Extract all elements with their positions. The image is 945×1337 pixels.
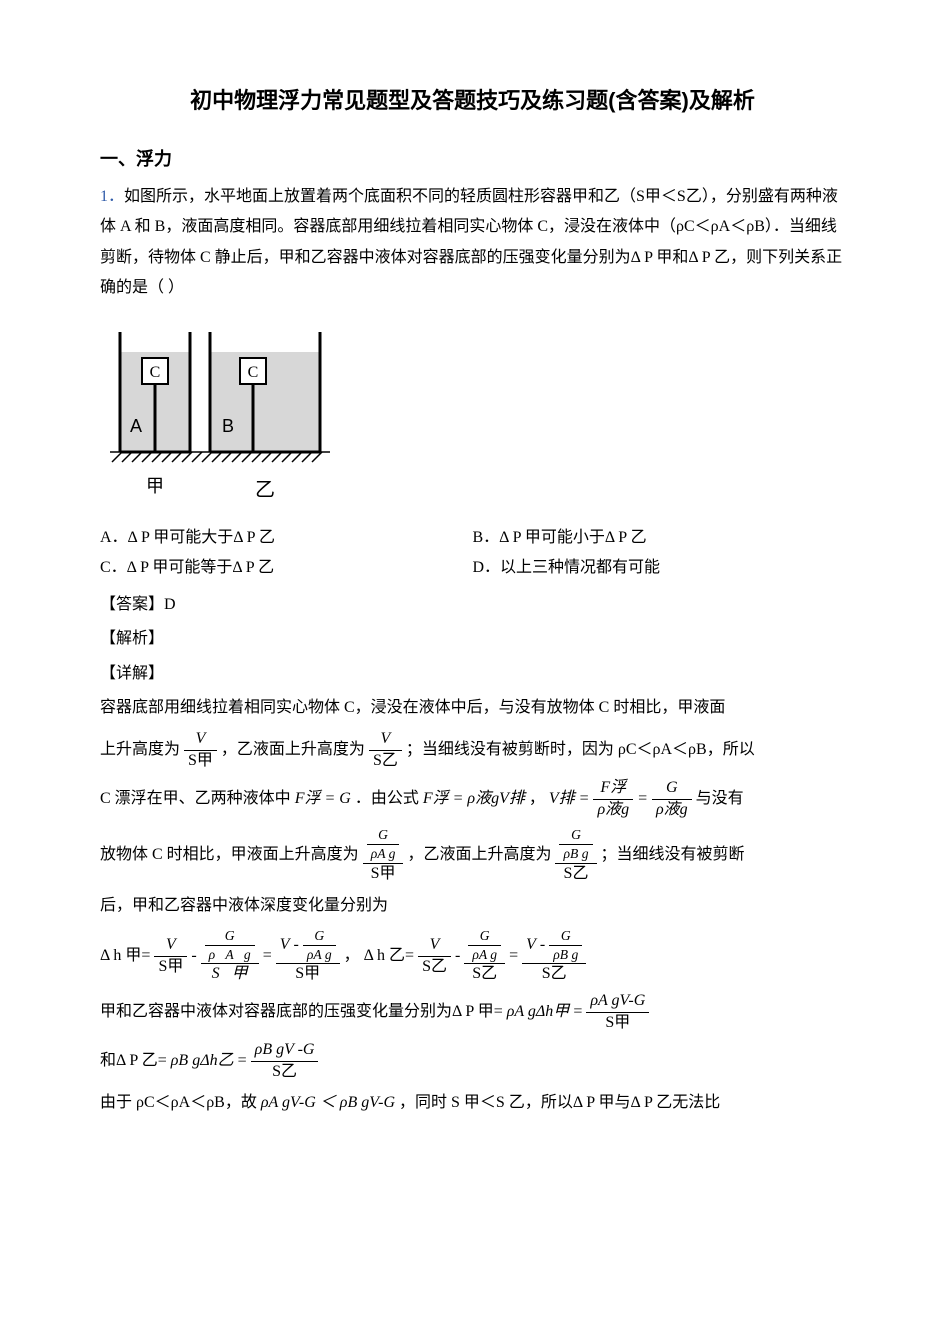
eq-frhov: F浮 = ρ液gV排 — [423, 790, 525, 807]
eq-fg: F浮 = G — [295, 790, 351, 807]
rhoagdh: ρA gΔh甲 — [507, 1003, 570, 1020]
dh-jia: Δ h 甲= — [100, 947, 150, 964]
analysis-label: 【解析】 — [100, 624, 845, 654]
expl-p3-mid2: ， — [529, 790, 545, 807]
liquid-a-label: A — [130, 416, 142, 436]
expl-p3-post: 与没有 — [696, 790, 744, 807]
expl-p4-mid: ，乙液面上升高度为 — [407, 846, 551, 863]
frac-dh1: VS甲 — [154, 935, 187, 978]
expl-p1: 容器底部用细线拉着相同实心物体 C，浸没在液体中后，与没有放物体 C 时相比，甲… — [100, 693, 845, 723]
expl-p7-pre: 和Δ P 乙= — [100, 1052, 167, 1069]
expl-p3-pre: C 漂浮在甲、乙两种液体中 — [100, 790, 291, 807]
block-c-label-1: C — [150, 364, 161, 381]
answer-value: D — [164, 596, 176, 613]
frac-nested-b: GρB g S乙 — [555, 826, 596, 884]
expl-p3: C 漂浮在甲、乙两种液体中 F浮 = G ．由公式 F浮 = ρ液gV排 ， V… — [100, 778, 845, 821]
expl-p4: 放物体 C 时相比，甲液面上升高度为 GρA g S甲 ，乙液面上升高度为 Gρ… — [100, 826, 845, 884]
frac-dh2: Gρ A g S 甲 — [201, 927, 259, 985]
expl-p6-text: 甲和乙容器中液体对容器底部的压强变化量分别为Δ P 甲= — [100, 1003, 503, 1020]
block-c-label-2: C — [248, 364, 259, 381]
frac-f-rho: F浮ρ液g — [593, 778, 633, 821]
frac-dh5: GρA g S乙 — [464, 927, 505, 985]
question-body: 如图所示，水平地面上放置着两个底面积不同的轻质圆柱形容器甲和乙（S甲＜S乙），分… — [100, 188, 842, 296]
expl-p4-pre: 放物体 C 时相比，甲液面上升高度为 — [100, 846, 359, 863]
expl-p5: 后，甲和乙容器中液体深度变化量分别为 — [100, 891, 845, 921]
expl-p2-mid: ，乙液面上升高度为 — [221, 741, 365, 758]
delta-h-eq: Δ h 甲= VS甲 - Gρ A g S 甲 = V - GρA g S甲 ，… — [100, 927, 845, 985]
expl-p2: 上升高度为 VS甲 ，乙液面上升高度为 VS乙 ；当细线没有被剪断时，因为 ρC… — [100, 729, 845, 772]
frac-v-sjia: VS甲 — [184, 729, 217, 772]
question-text: 1．如图所示，水平地面上放置着两个底面积不同的轻质圆柱形容器甲和乙（S甲＜S乙）… — [100, 182, 845, 304]
figure-containers: C A C B 甲 乙 — [100, 322, 845, 513]
frac-g-rho: Gρ液g — [652, 778, 692, 821]
page-title: 初中物理浮力常见题型及答题技巧及练习题(含答案)及解析 — [100, 80, 845, 122]
expl-p3-mid1: ．由公式 — [355, 790, 419, 807]
frac-nested-a: GρA g S甲 — [363, 826, 404, 884]
choice-list: A．Δ P 甲可能大于Δ P 乙 B．Δ P 甲可能小于Δ P 乙 C．Δ P … — [100, 523, 845, 584]
frac-dh6: V - GρB g S乙 — [522, 927, 586, 985]
expl-p8: 由于 ρC＜ρA＜ρB，故 ρA gV-G ＜ ρB gV-G ，同时 S 甲＜… — [100, 1088, 845, 1118]
frac-dp-jia: ρA gV-GS甲 — [586, 991, 649, 1034]
expl-p8-pre: 由于 ρC＜ρA＜ρB，故 — [100, 1094, 257, 1111]
choice-c: C．Δ P 甲可能等于Δ P 乙 — [100, 553, 473, 583]
expl-p2-pre: 上升高度为 — [100, 741, 180, 758]
choice-d: D．以上三种情况都有可能 — [473, 553, 846, 583]
expl-p2-post: ；当细线没有被剪断时，因为 ρC＜ρA＜ρB，所以 — [406, 741, 755, 758]
question-number: 1． — [100, 188, 124, 205]
expl-p8-mid: ，同时 S 甲＜S 乙，所以Δ P 甲与Δ P 乙无法比 — [399, 1094, 720, 1111]
rhobgdh: ρB gΔh乙 — [171, 1052, 234, 1069]
section-heading: 一、浮力 — [100, 142, 845, 176]
container-yi-label: 乙 — [255, 479, 275, 501]
choice-a: A．Δ P 甲可能大于Δ P 乙 — [100, 523, 473, 553]
container-jia-label: 甲 — [146, 476, 164, 496]
frac-dh4: VS乙 — [418, 935, 451, 978]
frac-v-syi: VS乙 — [369, 729, 402, 772]
dh-yi: Δ h 乙= — [364, 947, 414, 964]
ineq-expr: ρA gV-G ＜ ρB gV-G — [261, 1094, 395, 1111]
liquid-b-label: B — [222, 416, 234, 436]
answer-label: 【答案】 — [100, 596, 164, 613]
choice-b: B．Δ P 甲可能小于Δ P 乙 — [473, 523, 846, 553]
detail-label: 【详解】 — [100, 659, 845, 689]
expl-p6: 甲和乙容器中液体对容器底部的压强变化量分别为Δ P 甲= ρA gΔh甲 = ρ… — [100, 991, 845, 1034]
frac-dh3: V - GρA g S甲 — [276, 927, 340, 985]
frac-dp-yi: ρB gV -GS乙 — [251, 1040, 319, 1083]
expl-p7: 和Δ P 乙= ρB gΔh乙 = ρB gV -GS乙 — [100, 1040, 845, 1083]
eq-vpai: V排 = — [549, 790, 594, 807]
expl-p4-post: ；当细线没有被剪断 — [601, 846, 745, 863]
answer-line: 【答案】D — [100, 590, 845, 620]
